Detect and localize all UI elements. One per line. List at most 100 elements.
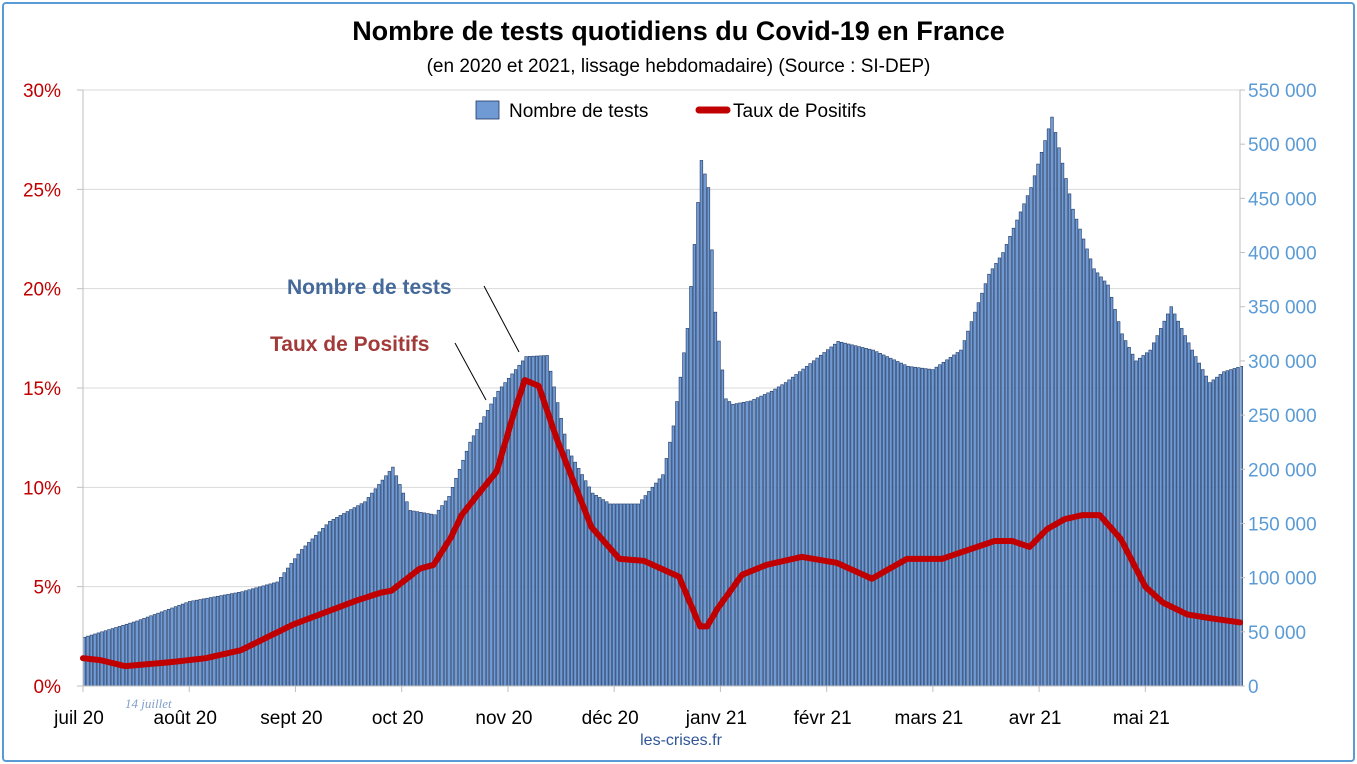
bar [117, 626, 122, 687]
x-tick-label: oct 20 [372, 708, 424, 729]
bar [780, 384, 784, 687]
bar [1124, 340, 1128, 687]
bar [152, 614, 157, 687]
bar-series [82, 116, 1244, 687]
bar [478, 422, 483, 687]
bar [422, 512, 427, 687]
bar [868, 348, 872, 687]
bar [1102, 280, 1107, 687]
x-tick-label: déc 20 [582, 708, 639, 729]
bar [1194, 356, 1198, 687]
bar [1190, 349, 1194, 687]
bar [790, 376, 795, 687]
bar [1204, 375, 1208, 687]
bar [1008, 235, 1012, 687]
bar [405, 501, 409, 687]
bar [1229, 369, 1233, 687]
bar [776, 386, 781, 687]
bar [1187, 342, 1191, 687]
bar [910, 366, 914, 687]
bar [373, 488, 378, 687]
bar [1222, 371, 1226, 687]
bar [717, 340, 721, 687]
bar [1134, 360, 1138, 687]
bar [647, 491, 651, 687]
bar [1081, 238, 1086, 687]
bar [959, 349, 963, 687]
bar [994, 263, 998, 687]
bar [861, 347, 865, 687]
bar [836, 341, 840, 687]
bar [671, 425, 676, 687]
legend-label-tests: Nombre de tests [509, 101, 648, 122]
axes [77, 89, 1245, 692]
bar [468, 441, 472, 687]
bar [1113, 309, 1117, 687]
bar [896, 361, 900, 687]
bar [783, 382, 788, 687]
y-right-tick-label: 250 000 [1248, 406, 1317, 427]
bar [1166, 313, 1170, 687]
bar [924, 368, 928, 687]
bar [913, 366, 917, 687]
bar [531, 355, 535, 687]
bar [654, 482, 658, 687]
axis-labels: 0% 5% 10% 15% 20% 25% 30% 0 50 000 100 000 150 000… [23, 81, 1317, 729]
bar [997, 257, 1002, 687]
bar [1131, 353, 1135, 687]
bar [889, 357, 893, 687]
x-tick-label: août 20 [154, 708, 217, 729]
bar [636, 503, 640, 687]
bar [629, 503, 633, 687]
positivity-line [80, 377, 1243, 670]
bar [1180, 328, 1184, 687]
bar [601, 499, 605, 687]
bar [314, 535, 318, 687]
bar [163, 610, 167, 687]
bar [1159, 328, 1163, 687]
bar [976, 302, 981, 687]
bar [1085, 248, 1089, 687]
bar [215, 595, 220, 687]
x-tick-label: avr 21 [1009, 708, 1062, 729]
bar [1071, 208, 1075, 687]
bar [387, 471, 392, 687]
bar [377, 484, 381, 687]
bar [703, 173, 707, 687]
bar [110, 628, 115, 687]
bar [759, 395, 763, 687]
bar [464, 450, 469, 687]
bar [208, 597, 213, 687]
bar [1148, 349, 1152, 687]
annotation-14-juillet: 14 juillet [125, 696, 172, 711]
bar [1232, 368, 1236, 687]
x-tick-label: mai 21 [1113, 708, 1170, 729]
bar [1173, 313, 1177, 687]
bar [408, 510, 413, 687]
bar [1109, 296, 1114, 687]
bar [440, 505, 444, 687]
bar [128, 622, 132, 687]
bar [443, 500, 448, 687]
bar [166, 608, 171, 687]
bar [661, 474, 665, 687]
bar [433, 514, 437, 687]
bar [517, 364, 521, 687]
bar [1225, 370, 1229, 687]
bar [359, 503, 363, 687]
bar [436, 509, 441, 687]
bar [801, 368, 805, 687]
bar [1211, 379, 1215, 687]
bar [563, 433, 567, 687]
bar [450, 487, 455, 687]
bar [843, 342, 847, 687]
bar [706, 187, 711, 687]
y-left-tick-label: 5% [34, 578, 62, 599]
bar [475, 429, 479, 687]
bar [303, 545, 307, 687]
bar [934, 366, 938, 687]
legend-swatch-tests [475, 100, 500, 120]
x-tick-label: nov 20 [475, 708, 532, 729]
bar [931, 369, 935, 687]
